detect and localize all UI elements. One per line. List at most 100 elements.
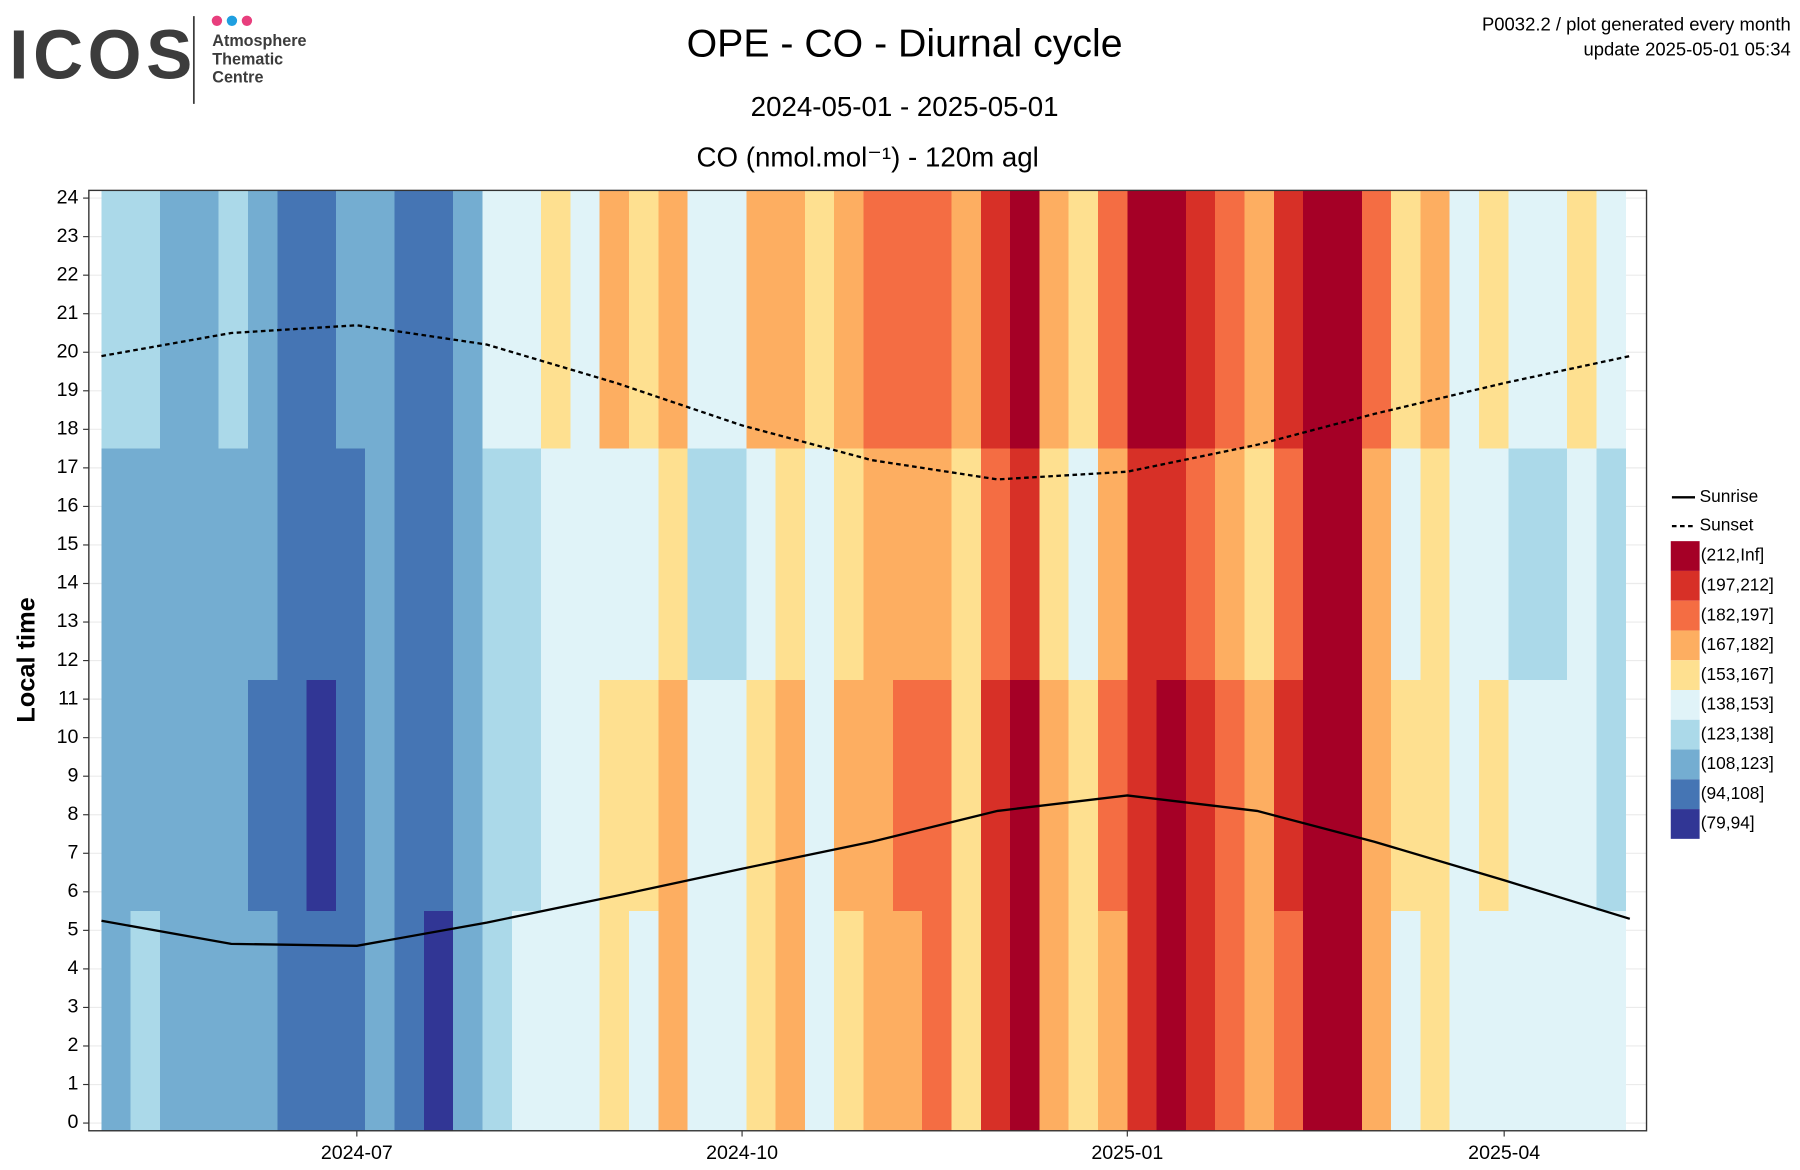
heat-cell xyxy=(453,190,484,449)
heat-cell xyxy=(775,190,806,449)
heat-cell xyxy=(834,448,865,680)
heat-cell xyxy=(658,190,689,449)
y-tick-label: 9 xyxy=(68,764,79,786)
heat-cell xyxy=(863,911,894,1131)
heat-cell xyxy=(892,448,923,680)
heat-cell xyxy=(922,911,953,1131)
heat-cell xyxy=(599,448,630,680)
heat-cell xyxy=(746,190,777,449)
variable-label: CO (nmol.mol⁻¹) - 120m agl xyxy=(697,142,1039,173)
heat-cell xyxy=(1039,190,1070,449)
heat-cell xyxy=(1449,679,1480,912)
heat-cell xyxy=(1479,190,1509,449)
heat-cell xyxy=(980,190,1011,449)
heat-cell xyxy=(130,448,161,680)
heat-cell xyxy=(1185,679,1216,912)
legend-label: (182,197] xyxy=(1701,604,1774,624)
heat-cell xyxy=(277,911,308,1131)
heat-cell xyxy=(1420,679,1451,912)
heat-cell xyxy=(804,448,835,680)
legend-label: (153,167] xyxy=(1701,664,1774,684)
heat-cell xyxy=(218,448,249,680)
heat-cell xyxy=(511,190,542,449)
legend-label: (123,138] xyxy=(1701,723,1774,743)
heat-cell xyxy=(1566,911,1597,1131)
heat-cell xyxy=(101,679,132,912)
heat-cell xyxy=(511,448,542,680)
heat-cell xyxy=(453,679,484,912)
heat-cell xyxy=(1244,190,1275,449)
heat-cell xyxy=(1361,190,1392,449)
heat-cell xyxy=(658,448,689,680)
heat-cell xyxy=(335,679,366,912)
y-tick-label: 20 xyxy=(57,340,79,362)
heat-cell xyxy=(1508,679,1539,912)
heat-cell xyxy=(1127,911,1158,1131)
heat-cell xyxy=(834,911,865,1131)
heat-cell xyxy=(160,448,190,680)
legend-label: Sunrise xyxy=(1700,486,1759,506)
y-tick-label: 2 xyxy=(68,1034,79,1056)
heat-cell xyxy=(1303,448,1334,680)
y-tick-label: 13 xyxy=(57,610,79,632)
heat-cell xyxy=(306,911,337,1131)
heat-cell xyxy=(247,448,278,680)
heat-cell xyxy=(394,911,425,1131)
heat-cell xyxy=(1156,190,1187,449)
heat-cell xyxy=(482,911,513,1131)
heat-cell xyxy=(1156,911,1187,1131)
heat-cell xyxy=(1537,679,1568,912)
sun-line xyxy=(101,324,1631,481)
heat-cell xyxy=(1566,448,1597,680)
heat-cell xyxy=(218,679,249,912)
heat-cell xyxy=(1332,911,1363,1131)
legend-swatch xyxy=(1670,600,1700,631)
heat-cell xyxy=(365,190,396,449)
heat-cell xyxy=(189,448,220,680)
heat-cell xyxy=(394,679,425,912)
heat-cell xyxy=(189,190,220,449)
heat-cell xyxy=(1010,679,1040,912)
heat-cell xyxy=(247,911,278,1131)
logo-dot xyxy=(211,15,223,26)
heat-cell xyxy=(892,911,923,1131)
heat-cell xyxy=(1537,448,1568,680)
y-axis-label: Local time xyxy=(12,597,40,723)
heat-cell xyxy=(1332,679,1363,912)
heat-cell xyxy=(1303,679,1334,912)
heat-cell xyxy=(834,190,865,449)
heat-cell xyxy=(335,190,366,449)
heat-cell xyxy=(1449,448,1480,680)
heat-cell xyxy=(804,679,835,912)
heat-cell xyxy=(1039,448,1070,680)
heat-cell xyxy=(482,190,513,449)
heat-cell xyxy=(1420,448,1451,680)
heat-cell xyxy=(423,911,454,1131)
y-tick-label: 12 xyxy=(57,649,79,671)
heat-cell xyxy=(834,679,865,912)
heat-cell xyxy=(160,190,190,449)
chart-title: OPE - CO - Diurnal cycle xyxy=(687,22,1123,66)
heat-cell xyxy=(570,911,601,1131)
heat-cell xyxy=(394,448,425,680)
heat-cell xyxy=(511,911,542,1131)
y-tick-label: 18 xyxy=(57,418,79,440)
heat-cell xyxy=(1010,911,1040,1131)
legend-label: (94,108] xyxy=(1701,783,1764,803)
legend-swatch xyxy=(1670,660,1700,690)
heat-cell xyxy=(1010,190,1040,449)
y-tick-label: 5 xyxy=(68,919,79,941)
legend-label: Sunset xyxy=(1700,515,1754,535)
header-note: P0032.2 / plot generated every month xyxy=(1482,13,1791,34)
heat-cell xyxy=(541,679,571,912)
heat-cell xyxy=(1449,911,1480,1131)
heat-cell xyxy=(951,448,982,680)
heat-cell xyxy=(423,448,454,680)
heat-cell xyxy=(1273,911,1304,1131)
heat-cell xyxy=(1303,190,1334,449)
heat-cell xyxy=(1479,911,1509,1131)
heat-cell xyxy=(1479,679,1509,912)
heat-cell xyxy=(365,911,396,1131)
logo-dot xyxy=(241,15,253,26)
